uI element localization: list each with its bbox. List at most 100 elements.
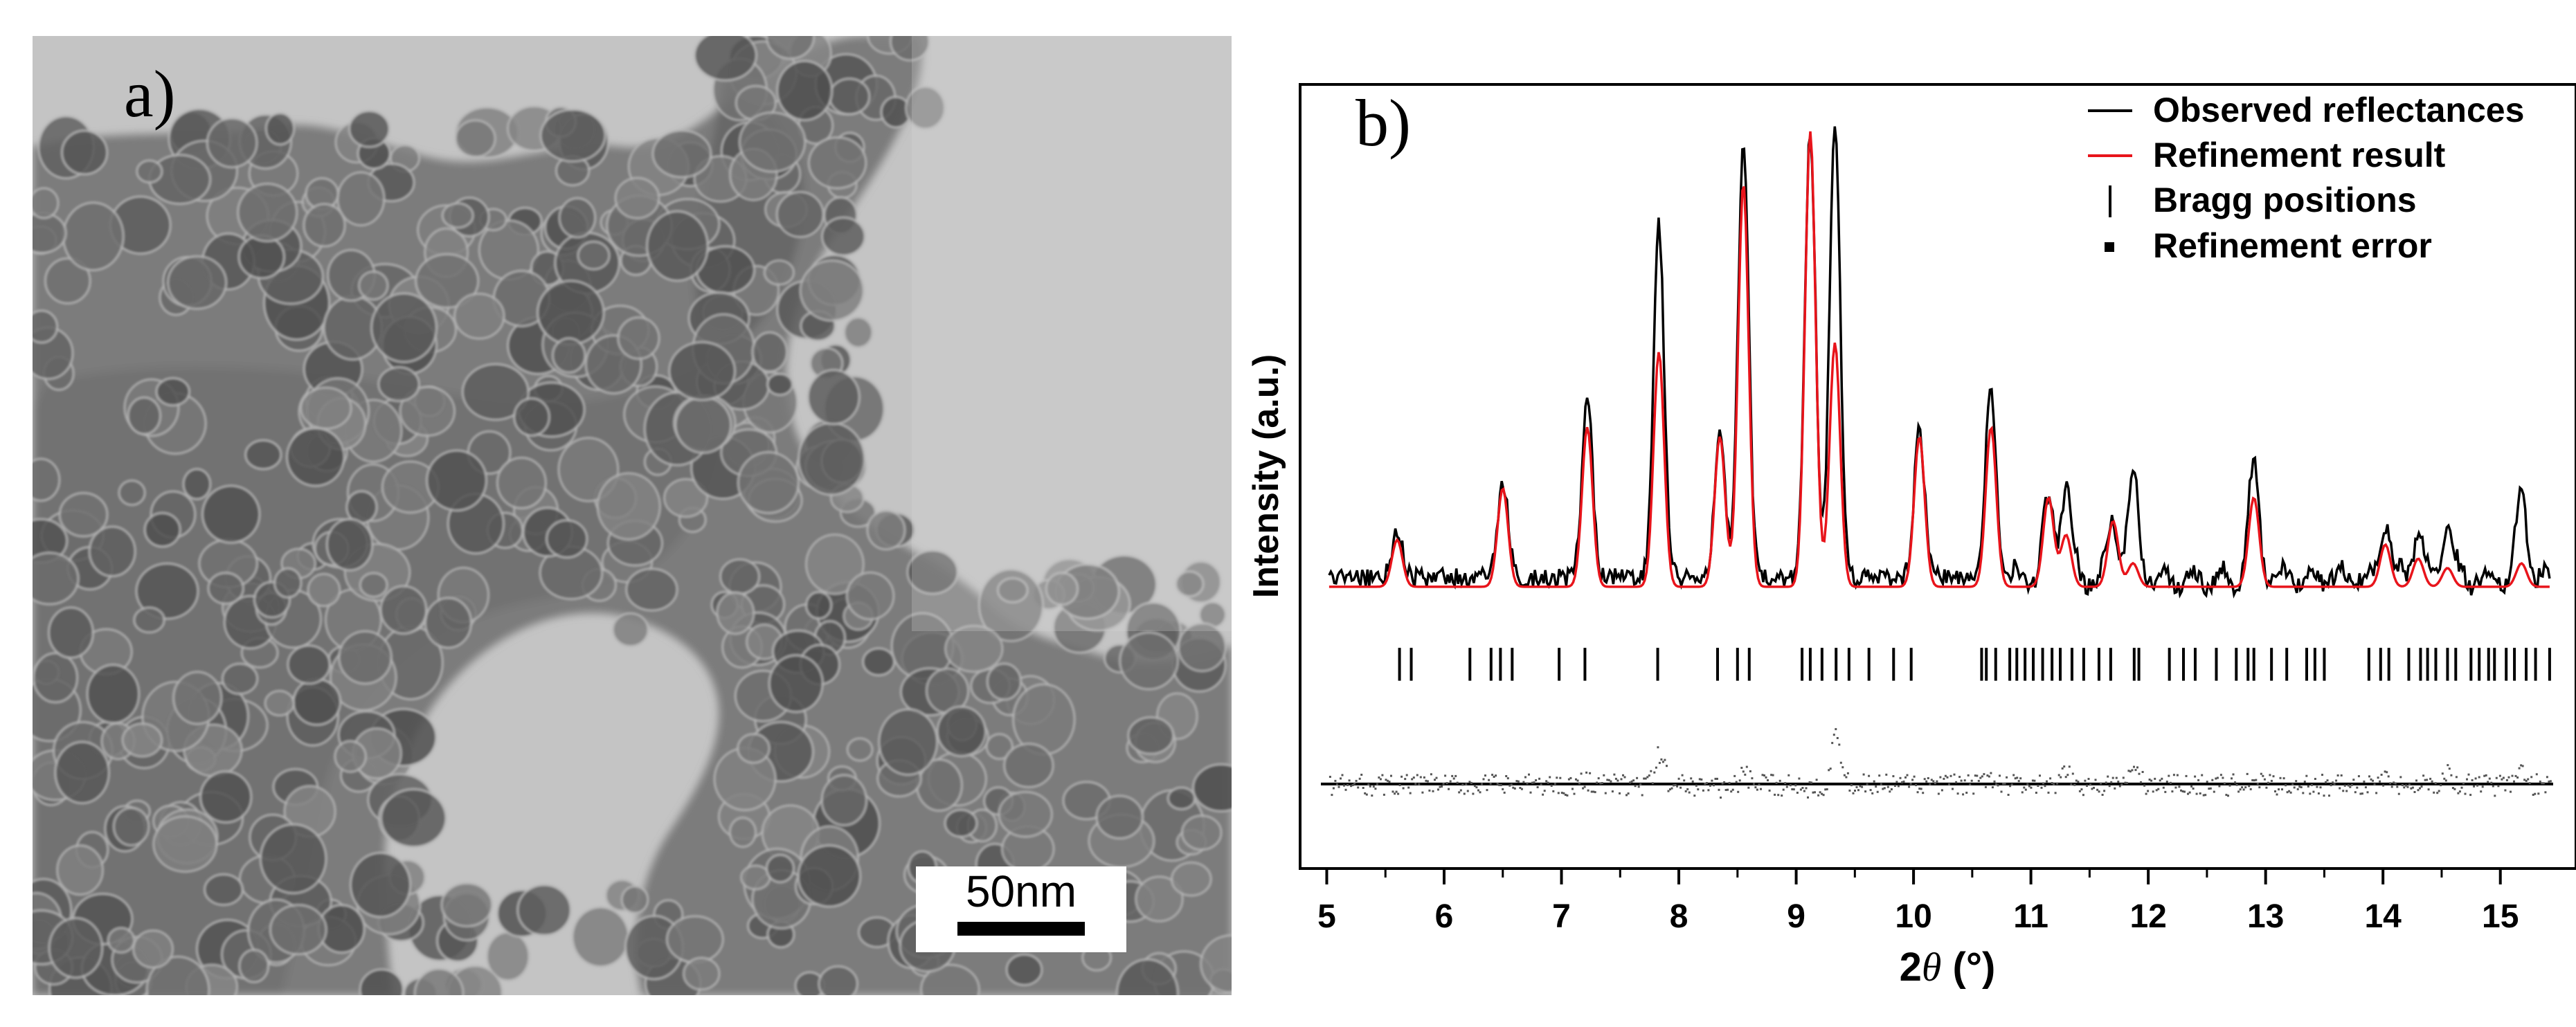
- error-point: [1838, 743, 1841, 746]
- error-point: [1731, 788, 1734, 791]
- nanoparticle: [905, 85, 946, 130]
- error-point: [2498, 774, 2501, 777]
- error-point: [2039, 774, 2041, 777]
- nanoparticle: [307, 572, 341, 608]
- error-point: [2325, 781, 2327, 783]
- error-point: [1357, 786, 1360, 789]
- legend: Observed reflectances Refinement result …: [2088, 91, 2524, 265]
- error-point: [2339, 787, 2341, 790]
- legend-error-swatch: [2105, 242, 2114, 252]
- error-point: [1405, 774, 1408, 776]
- error-point: [1542, 793, 1544, 796]
- nanoparticle: [273, 567, 303, 599]
- nanoparticle: [846, 737, 874, 762]
- error-point: [2483, 774, 2486, 777]
- error-point: [1683, 779, 1686, 782]
- error-point: [1459, 789, 1462, 792]
- error-point: [1332, 787, 1335, 790]
- error-point: [2093, 786, 2095, 789]
- error-point: [1815, 779, 1818, 781]
- error-point: [1655, 766, 1657, 769]
- error-point: [2438, 790, 2440, 792]
- nanoparticle: [513, 397, 550, 437]
- error-point: [1841, 766, 1844, 769]
- nanoparticle: [797, 421, 866, 496]
- error-point: [1513, 787, 1516, 790]
- error-point: [1882, 788, 1884, 790]
- error-point: [1761, 774, 1764, 776]
- bright-region: [912, 36, 1232, 631]
- error-point: [2031, 779, 2034, 782]
- error-point: [1402, 787, 1405, 790]
- x-tick-label: 5: [1317, 898, 1336, 935]
- error-point: [2181, 790, 2184, 792]
- error-point: [1337, 785, 1340, 788]
- error-point: [1524, 776, 1526, 779]
- error-point: [2091, 788, 2093, 790]
- nanoparticle: [107, 927, 136, 954]
- error-point: [1414, 783, 1417, 785]
- nanoparticle: [349, 851, 412, 918]
- error-point: [2410, 787, 2413, 790]
- nanoparticles: [33, 36, 1232, 995]
- error-point: [1990, 772, 1992, 774]
- error-point: [2185, 774, 2188, 777]
- error-point: [2239, 788, 2242, 791]
- error-point: [2051, 782, 2053, 784]
- error-point: [2192, 788, 2195, 790]
- error-point: [2548, 780, 2550, 783]
- x-tick-label: 9: [1787, 898, 1805, 935]
- nanoparticle: [33, 552, 80, 606]
- error-point: [2276, 793, 2278, 796]
- error-point: [1463, 792, 1466, 795]
- error-point: [2249, 788, 2252, 790]
- error-point: [1929, 783, 1931, 785]
- error-point: [1772, 774, 1774, 776]
- error-point: [2194, 775, 2197, 778]
- error-point: [1916, 791, 1919, 794]
- error-point: [2118, 785, 2121, 788]
- error-point: [2504, 789, 2507, 792]
- error-point: [1650, 770, 1652, 772]
- error-point: [1901, 781, 1903, 783]
- error-point: [1667, 790, 1670, 792]
- error-point: [1697, 788, 1700, 791]
- error-point: [1939, 776, 1942, 779]
- nanoparticle: [866, 509, 906, 551]
- error-point: [2078, 790, 2081, 792]
- error-point: [2003, 782, 2006, 785]
- error-point: [1892, 775, 1895, 778]
- error-point: [2201, 774, 2204, 776]
- error-point: [1475, 786, 1478, 789]
- error-point: [1636, 776, 1639, 779]
- nanoparticle: [454, 119, 496, 158]
- error-point: [1562, 792, 1565, 794]
- error-point: [1411, 778, 1414, 781]
- error-point: [2303, 781, 2306, 783]
- error-point: [2473, 785, 2476, 788]
- error-point: [2368, 775, 2370, 778]
- error-point: [1669, 788, 1671, 791]
- error-point: [2386, 771, 2388, 774]
- x-axis-label-suffix: (°): [1941, 945, 1995, 990]
- error-point: [2343, 784, 2346, 787]
- error-point: [2300, 786, 2303, 788]
- nanoparticle: [399, 385, 456, 437]
- error-point: [2211, 779, 2214, 781]
- error-point: [2246, 772, 2249, 775]
- error-point: [1913, 775, 1916, 778]
- error-point: [2064, 776, 2067, 779]
- error-point: [1936, 780, 1938, 783]
- error-point: [1536, 786, 1539, 788]
- error-point: [2270, 779, 2273, 782]
- error-point: [2206, 781, 2208, 783]
- error-point: [1962, 793, 1965, 796]
- error-point: [1439, 785, 1441, 788]
- nanoparticle: [127, 396, 162, 435]
- error-point: [2464, 792, 2467, 795]
- error-point: [2363, 780, 2366, 783]
- error-point: [1479, 791, 1481, 794]
- error-point: [1981, 775, 1983, 778]
- nanoparticle: [1167, 786, 1196, 810]
- error-point: [1807, 796, 1809, 799]
